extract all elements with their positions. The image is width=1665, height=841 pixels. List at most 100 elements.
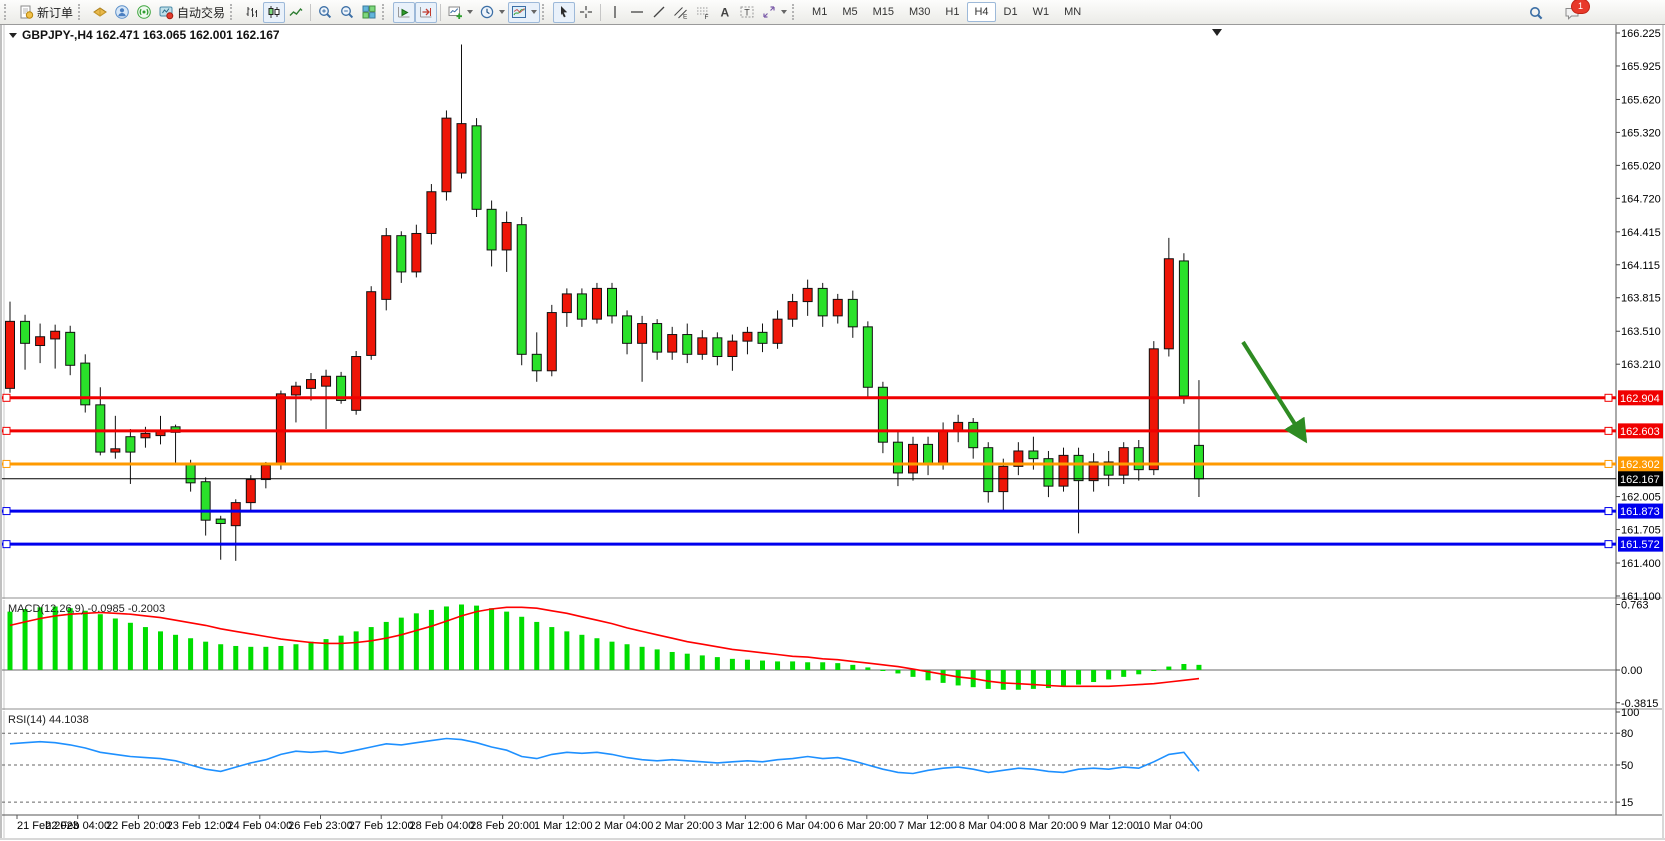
bar-chart-icon <box>244 4 260 20</box>
time-axis-label: 22 Feb 04:00 <box>45 820 110 832</box>
vertical-line-button[interactable] <box>604 2 626 23</box>
zoom-out-icon <box>339 4 355 20</box>
trend-arrow-annotation[interactable] <box>1241 340 1308 444</box>
search-button[interactable] <box>1525 2 1547 23</box>
zoom-out-button[interactable] <box>336 2 358 23</box>
timeframe-button-m5[interactable]: M5 <box>835 2 864 22</box>
timeframe-button-d1[interactable]: D1 <box>997 2 1025 22</box>
tile-windows-button[interactable] <box>358 2 380 23</box>
price-axis-tick: 161.400 <box>1621 558 1661 570</box>
time-axis-label: 7 Mar 12:00 <box>898 820 957 832</box>
horizontal-line-button[interactable] <box>626 2 648 23</box>
timeframe-button-m15[interactable]: M15 <box>866 2 901 22</box>
time-axis-label: 6 Mar 20:00 <box>837 820 896 832</box>
zoom-in-button[interactable] <box>314 2 336 23</box>
timeframe-button-h4[interactable]: H4 <box>967 2 996 22</box>
time-axis-label: 8 Mar 04:00 <box>959 820 1018 832</box>
toolbar-separator <box>600 3 602 21</box>
equidistant-channel-button[interactable]: E <box>670 2 692 23</box>
time-axis-label: 1 Mar 12:00 <box>534 820 593 832</box>
indicators-button[interactable] <box>444 2 476 23</box>
market-watch-button[interactable] <box>89 2 111 23</box>
svg-text:A: A <box>721 6 730 20</box>
price-tag-text: 162.167 <box>1620 474 1660 486</box>
text-tool-button[interactable]: A <box>714 2 736 23</box>
candlestick-chart-button[interactable] <box>263 1 286 23</box>
toolbar-drag-handle[interactable] <box>230 4 237 20</box>
signals-button[interactable] <box>133 2 155 23</box>
line-chart-icon <box>288 4 304 20</box>
arrows-tool-button[interactable] <box>758 2 790 23</box>
notifications-button[interactable]: 1 <box>1561 0 1590 23</box>
price-tag-text: 161.873 <box>1620 506 1660 518</box>
toolbar-drag-handle[interactable] <box>382 4 389 20</box>
rsi-axis-tick: 100 <box>1621 707 1639 719</box>
timeframe-button-w1[interactable]: W1 <box>1026 2 1057 22</box>
text-icon: A <box>717 4 733 20</box>
price-tag <box>1618 503 1663 519</box>
notification-badge: 1 <box>1571 0 1590 14</box>
toolbar-drag-handle[interactable] <box>78 4 85 20</box>
timeframe-button-mn[interactable]: MN <box>1057 2 1088 22</box>
svg-text:F: F <box>705 14 709 20</box>
price-tag-text: 162.302 <box>1620 459 1660 471</box>
chart-menu-icon[interactable] <box>9 32 17 38</box>
profiles-button[interactable] <box>111 2 133 23</box>
price-axis-tick: 164.115 <box>1621 260 1660 272</box>
templates-button[interactable] <box>508 1 541 23</box>
chart-title-text: GBPJPY-,H4 162.471 163.065 162.001 162.1… <box>22 28 280 42</box>
chevron-down-icon <box>531 10 538 14</box>
price-tag <box>1618 471 1663 487</box>
rsi-axis-tick: 15 <box>1621 797 1633 809</box>
time-axis-label: 2 Mar 20:00 <box>655 820 714 832</box>
channel-icon: E <box>673 4 689 21</box>
rsi-axis-tick: 80 <box>1621 728 1633 740</box>
auto-scroll-icon <box>396 4 412 20</box>
candlestick-chart-icon <box>266 4 282 20</box>
periods-button[interactable] <box>476 2 508 23</box>
timeframe-button-m30[interactable]: M30 <box>902 2 937 22</box>
macd-axis-tick: 0.00 <box>1621 665 1642 677</box>
cursor-icon <box>556 4 572 20</box>
auto-scroll-button[interactable] <box>393 1 416 23</box>
price-axis-tick: 163.815 <box>1621 293 1661 305</box>
time-axis-label: 27 Feb 12:00 <box>349 820 414 832</box>
price-axis-tick: 161.705 <box>1621 525 1661 537</box>
time-axis-label: 2 Mar 04:00 <box>595 820 654 832</box>
text-label-button[interactable]: T <box>736 2 758 23</box>
toolbar-separator <box>310 3 312 21</box>
new-order-icon <box>18 4 34 20</box>
price-axis[interactable]: 166.225 165.925 165.620 165.320 165.020 164.7… <box>1616 28 1661 603</box>
price-axis-tick: 166.225 <box>1621 28 1661 40</box>
cursor-button[interactable] <box>553 1 576 23</box>
chart-shift-marker[interactable] <box>1212 29 1222 36</box>
timeframe-button-m1[interactable]: M1 <box>805 2 834 22</box>
time-axis-label: 28 Feb 04:00 <box>409 820 474 832</box>
trendline-button[interactable] <box>648 2 670 23</box>
price-tag-text: 161.572 <box>1620 539 1660 551</box>
price-tag <box>1618 536 1663 552</box>
chart-canvas[interactable]: 0.7630.00-0.3815100805015162.904162.6031… <box>0 25 1665 841</box>
bar-chart-button[interactable] <box>241 2 263 23</box>
new-order-button[interactable]: 新订单 <box>15 2 76 23</box>
template-icon <box>511 4 527 20</box>
macd-axis-tick: 0.763 <box>1621 599 1649 611</box>
auto-trading-label: 自动交易 <box>177 5 226 20</box>
crosshair-button[interactable] <box>575 2 597 23</box>
toolbar-drag-handle[interactable] <box>792 4 799 20</box>
fibonacci-button[interactable]: F <box>692 2 714 23</box>
price-tag <box>1618 456 1663 472</box>
price-axis-tick: 163.210 <box>1621 359 1661 371</box>
auto-trading-button[interactable]: 自动交易 <box>155 2 228 23</box>
price-tag <box>1618 390 1663 406</box>
price-axis-tick: 163.510 <box>1621 326 1661 338</box>
timeframe-button-h1[interactable]: H1 <box>938 2 966 22</box>
toolbar-drag-handle[interactable] <box>4 4 11 20</box>
chart-shift-button[interactable] <box>415 1 438 23</box>
line-chart-button[interactable] <box>285 2 307 23</box>
toolbar-drag-handle[interactable] <box>542 4 549 20</box>
chevron-down-icon <box>781 10 788 14</box>
time-axis-label: 6 Mar 04:00 <box>777 820 836 832</box>
